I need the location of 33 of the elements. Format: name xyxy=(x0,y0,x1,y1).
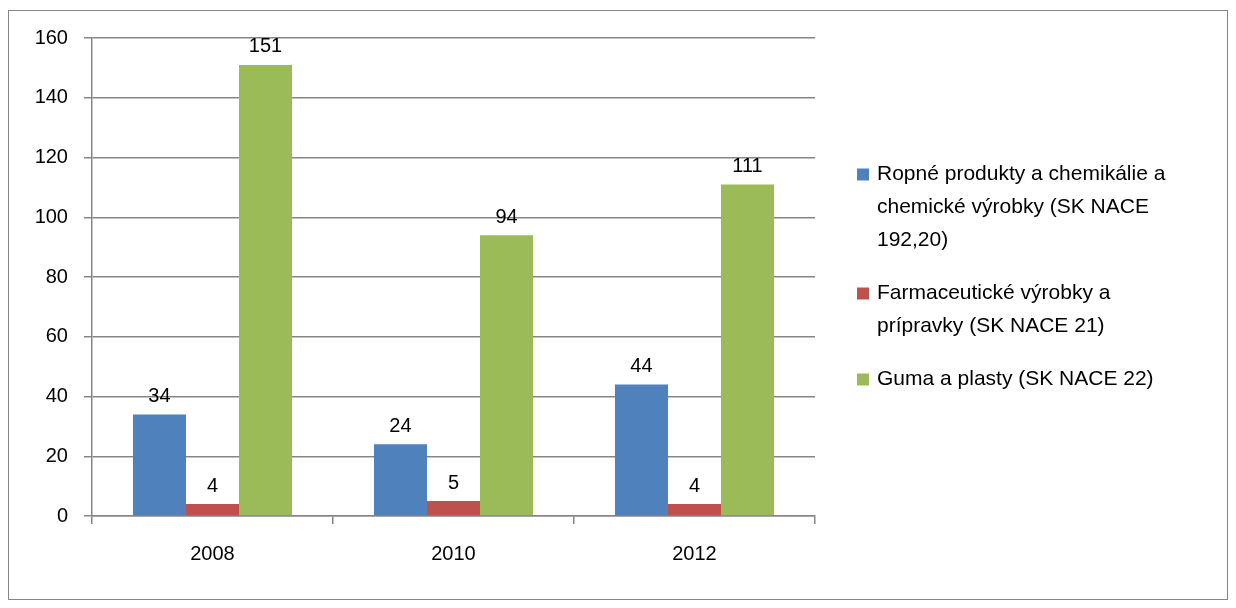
bar xyxy=(667,504,722,516)
bar xyxy=(185,504,240,516)
data-label: 34 xyxy=(148,383,171,406)
y-tick-label: 20 xyxy=(45,443,68,466)
x-tick-label: 2012 xyxy=(672,541,717,564)
y-tick-label: 160 xyxy=(34,25,68,48)
data-label: 111 xyxy=(732,153,763,176)
data-label: 94 xyxy=(495,204,518,227)
bar xyxy=(480,235,534,516)
y-tick-label: 140 xyxy=(34,85,68,108)
bar xyxy=(721,184,775,516)
y-tick-label: 40 xyxy=(45,384,68,407)
bar xyxy=(426,501,481,516)
legend-label: Guma a plasty (SK NACE 22) xyxy=(877,366,1154,390)
x-tick-label: 2010 xyxy=(431,541,476,564)
y-tick-label: 100 xyxy=(34,204,68,227)
legend-label: Ropné produkty a chemikálie a chemické výrobky (SK NACE 192,20) xyxy=(877,161,1166,251)
data-label: 4 xyxy=(688,473,701,496)
y-tick-label: 60 xyxy=(45,324,68,347)
bar xyxy=(239,64,293,516)
x-tick-label: 2008 xyxy=(190,541,235,564)
data-label: 5 xyxy=(447,470,460,493)
legend-label: Farmaceutické výrobky a prípravky (SK NACE 21) xyxy=(877,280,1111,337)
y-tick-label: 0 xyxy=(56,503,68,526)
y-tick-label: 120 xyxy=(34,145,68,168)
data-label: 44 xyxy=(630,354,653,377)
data-label: 24 xyxy=(389,413,412,436)
data-label: 4 xyxy=(206,473,219,496)
bar xyxy=(373,444,427,516)
bar xyxy=(132,414,186,516)
data-label: 151 xyxy=(248,34,283,57)
bar xyxy=(614,384,668,516)
y-tick-label: 80 xyxy=(45,264,68,287)
